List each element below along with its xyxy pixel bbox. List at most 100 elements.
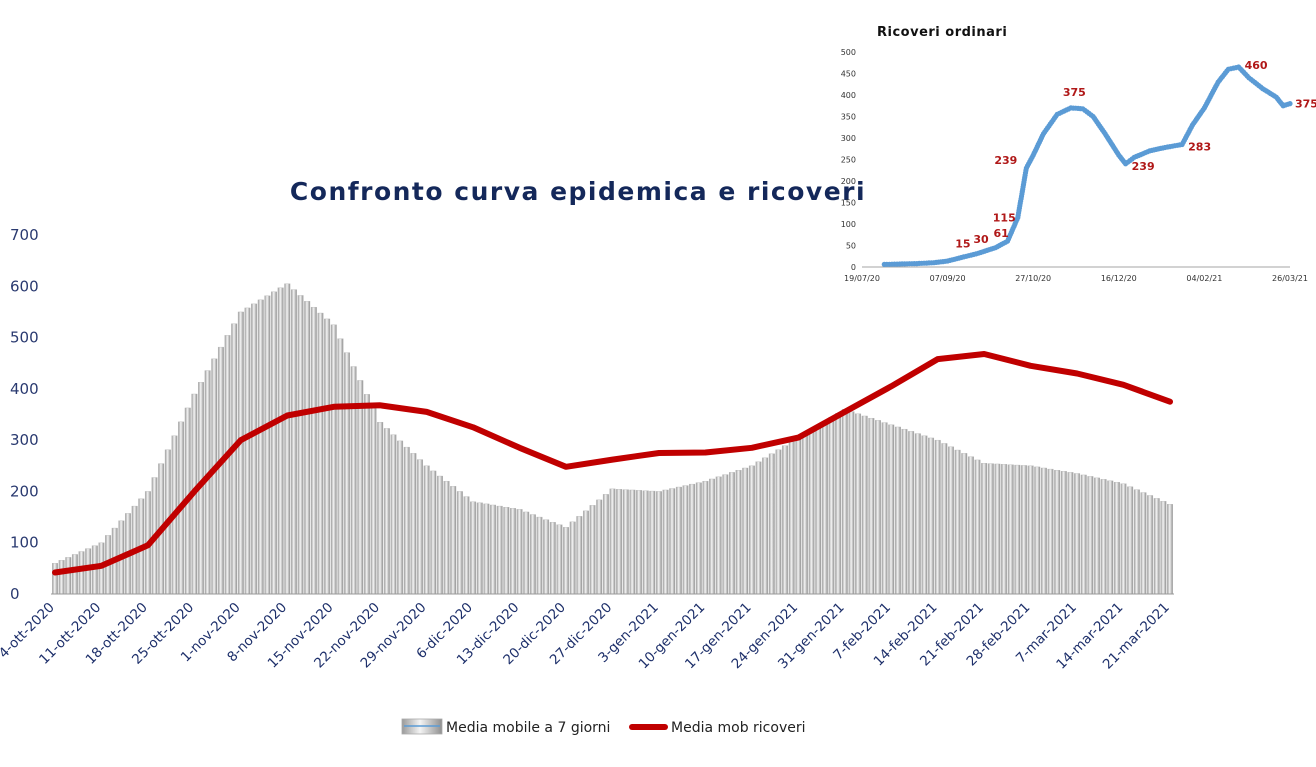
bar [894,426,901,595]
inset-x-axis: 19/07/20 07/09/20 27/10/20 16/12/20 04/02/21… [844,274,1308,283]
bar [237,311,244,595]
bar [702,480,709,595]
bar [616,489,623,595]
bar [569,521,576,595]
bar [861,415,868,595]
inset-y-tick-label: 150 [841,199,856,208]
inset-y-tick-label: 50 [846,242,856,251]
bar [490,504,497,595]
inset-y-axis: 0 50 100 150 200 250 300 350 400 450 500 [841,48,1290,272]
bar [390,434,397,595]
bar [576,516,583,595]
bar [430,470,437,595]
y-tick-label: 400 [10,380,39,398]
bar [1080,474,1087,595]
bar [855,413,862,595]
main-line-series [52,351,1173,576]
bar [496,505,503,595]
bar [729,472,735,595]
bar [277,287,284,595]
y-tick-label: 600 [10,277,39,295]
inset-annotation-label: 239 [994,154,1017,167]
bar [901,428,908,595]
inset-y-tick-label: 400 [841,91,856,100]
inset-chart: Ricoveri ordinari 0 50 100 150 200 250 300 350 4… [841,25,1316,283]
bar [217,346,224,595]
inset-y-tick-label: 0 [851,263,856,272]
bar [78,551,85,595]
bar [974,459,981,595]
inset-annotation-label: 239 [1132,160,1155,173]
bar [841,409,848,595]
bar [888,424,895,595]
bar [1047,468,1054,595]
bar [967,456,974,595]
bar [742,467,749,595]
bar [1107,480,1114,595]
bar [1167,504,1173,595]
bar [357,380,364,595]
bar [423,465,430,595]
bar [271,291,277,595]
bar [802,433,808,595]
bar [483,503,490,595]
bar [224,335,231,595]
bar [954,449,961,595]
bar [808,429,815,595]
y-tick-label: 500 [10,329,39,347]
inset-annotation-label: 30 [973,233,989,246]
bar [257,299,264,595]
bar [211,358,218,595]
bar [350,366,357,595]
inset-annotation-label: 375 [1063,86,1086,99]
bar [556,524,563,595]
bar [682,485,689,595]
bar [563,527,570,595]
bar [709,478,716,595]
inset-x-tick-label: 19/07/20 [844,274,880,283]
bar [324,318,331,595]
bar [748,465,755,595]
bar [914,433,921,595]
bar [622,489,629,595]
bar [815,425,822,595]
bar [523,511,530,595]
bar [735,470,742,595]
bar [582,510,589,595]
bar [636,490,643,595]
inset-y-tick-label: 100 [841,220,856,229]
bar [1034,466,1041,595]
bar [715,476,722,595]
bar [1060,471,1067,595]
bar [1001,464,1008,595]
bar [1007,464,1014,595]
inset-x-tick-label: 16/12/20 [1101,274,1137,283]
bar [377,422,384,595]
inset-y-tick-label: 350 [841,113,856,122]
bar [875,420,881,595]
inset-y-tick-label: 500 [841,48,856,57]
bar [317,312,324,595]
bar [543,519,550,595]
bar [1054,470,1061,595]
bar [536,516,543,595]
bar [383,428,390,595]
bar [1067,472,1074,595]
bar [775,449,782,595]
main-chart-title: Confronto curva epidemica e ricoveri [290,177,866,206]
bar [456,491,463,595]
bar [981,463,988,595]
bar [1120,483,1127,595]
bar [821,421,828,595]
bar [436,475,443,595]
bar [397,440,404,595]
bar [231,323,238,595]
bar [463,496,470,595]
bar [1014,464,1021,595]
bar [310,306,317,595]
bar [589,505,596,595]
bar [470,501,477,595]
y-tick-label: 700 [10,226,39,244]
bar [503,507,510,595]
